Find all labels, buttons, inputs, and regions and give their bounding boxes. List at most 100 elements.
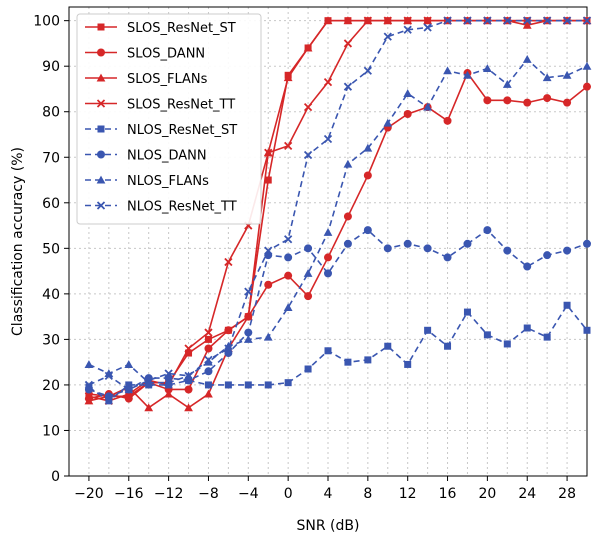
- data-point: [303, 103, 313, 112]
- data-point: [303, 268, 313, 277]
- legend-marker: [97, 125, 105, 133]
- legend-label: NLOS_FLANs: [127, 174, 209, 189]
- y-tick-label: 50: [42, 241, 60, 257]
- legend-marker: [96, 73, 106, 82]
- data-point: [443, 66, 452, 75]
- data-point: [304, 244, 313, 253]
- x-marker-stroke: [204, 328, 213, 337]
- data-point: [164, 389, 173, 398]
- x-axis-title: SNR (dB): [297, 518, 360, 534]
- data-point: [583, 239, 591, 248]
- x-marker-stroke: [423, 23, 432, 32]
- x-marker-stroke: [284, 141, 293, 151]
- legend-marker: [96, 99, 106, 108]
- data-point: [284, 379, 292, 387]
- data-point: [423, 102, 432, 111]
- data-point: [204, 367, 213, 376]
- data-point: [444, 342, 452, 350]
- data-point: [264, 246, 273, 255]
- y-tick-label: 70: [42, 150, 60, 166]
- legend-entry-nlos-dann: NLOS_DANN: [85, 149, 207, 164]
- data-point: [563, 98, 572, 107]
- data-point: [383, 118, 393, 127]
- data-point: [463, 16, 472, 25]
- data-point: [403, 89, 413, 98]
- data-point: [363, 143, 373, 152]
- data-point: [104, 392, 113, 401]
- legend-marker: [97, 48, 105, 57]
- data-point: [144, 374, 153, 383]
- data-point: [323, 228, 333, 236]
- legend-label: SLOS_FLANs: [127, 72, 208, 87]
- x-tick-label: −16: [114, 486, 144, 502]
- data-point: [523, 16, 532, 25]
- data-point: [264, 280, 273, 289]
- data-point: [283, 303, 293, 312]
- x-marker-stroke: [264, 148, 273, 157]
- data-point: [324, 347, 332, 355]
- data-point: [85, 390, 93, 398]
- series-line-nlos-resnet-tt: [88, 19, 587, 391]
- data-point: [244, 381, 252, 389]
- data-point: [563, 301, 571, 309]
- data-point: [523, 324, 531, 332]
- x-marker-stroke: [96, 99, 106, 108]
- y-tick-label: 30: [42, 332, 60, 348]
- series-nlos-resnet-st: [85, 301, 591, 405]
- x-marker-stroke: [423, 16, 432, 25]
- data-point: [403, 16, 412, 25]
- x-tick-label: 20: [478, 486, 496, 502]
- y-axis-title: Classification accuracy (%): [10, 147, 26, 336]
- legend-box: [76, 13, 262, 225]
- data-point: [443, 116, 452, 125]
- y-tick-label: 90: [42, 59, 60, 75]
- legend-entry-slos-dann: SLOS_DANN: [85, 47, 205, 62]
- data-point: [164, 369, 173, 378]
- x-marker-stroke: [184, 344, 193, 353]
- x-tick-label: 4: [324, 486, 333, 502]
- data-point: [224, 257, 233, 267]
- x-marker-stroke: [443, 16, 452, 25]
- data-point: [363, 66, 372, 75]
- data-point: [264, 176, 272, 184]
- data-point: [144, 378, 154, 387]
- data-point: [583, 82, 591, 91]
- data-point: [423, 23, 432, 32]
- data-point: [542, 73, 552, 82]
- x-marker-stroke: [224, 257, 233, 267]
- data-point: [543, 94, 552, 103]
- data-point: [323, 77, 333, 87]
- data-point: [343, 82, 353, 91]
- data-point: [424, 326, 432, 334]
- x-tick-label: 8: [363, 486, 372, 502]
- x-marker-stroke: [264, 246, 273, 255]
- data-point: [284, 271, 293, 280]
- data-point: [264, 148, 273, 157]
- data-point: [184, 371, 193, 380]
- series-line-nlos-resnet-st: [88, 303, 588, 402]
- data-point: [343, 239, 352, 248]
- legend-entry-nlos-resnet-st: NLOS_ResNet_ST: [85, 123, 237, 138]
- data-point: [184, 344, 193, 353]
- data-point: [343, 159, 353, 168]
- x-marker-stroke: [323, 134, 333, 144]
- legend: SLOS_ResNet_ST SLOS_DANN SLOS_FLANs SLOS_Re…: [76, 13, 262, 225]
- data-point: [244, 328, 253, 337]
- data-point: [403, 239, 412, 248]
- data-point: [124, 385, 133, 394]
- x-marker-stroke: [463, 16, 472, 25]
- data-point: [343, 39, 353, 48]
- data-point: [243, 335, 253, 343]
- data-point: [204, 344, 213, 353]
- data-point: [363, 226, 372, 235]
- data-point: [284, 235, 293, 244]
- data-point: [144, 403, 154, 412]
- data-point: [522, 54, 532, 63]
- legend-entry-slos-flans: SLOS_FLANs: [85, 72, 208, 87]
- data-point: [104, 369, 114, 378]
- data-point: [164, 378, 173, 387]
- data-point: [244, 287, 253, 296]
- legend-entry-slos-resnet-tt: SLOS_ResNet_TT: [85, 98, 235, 113]
- x-tick-label: 16: [439, 486, 457, 502]
